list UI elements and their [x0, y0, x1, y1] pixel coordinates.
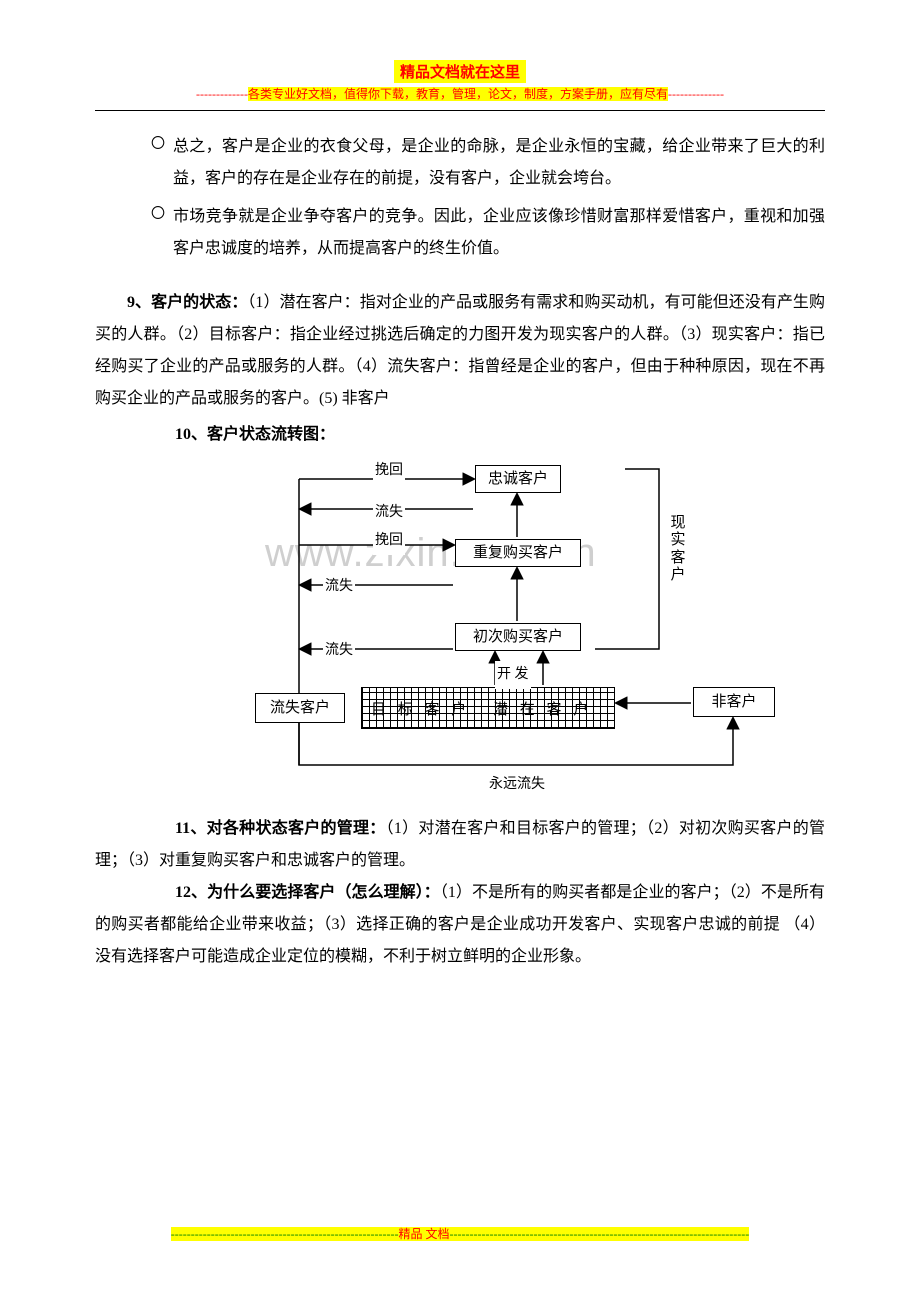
edge-develop: 开 发 [495, 661, 531, 689]
bullet-item: 〇 总之，客户是企业的衣食父母，是企业的命脉，是企业永恒的宝藏，给企业带来了巨大… [151, 131, 825, 195]
node-target: 目 标 客 户 [371, 695, 470, 725]
node-loyal: 忠诚客户 [475, 465, 561, 493]
bullet-marker: 〇 [151, 201, 173, 265]
edge-loss-2: 流失 [323, 573, 355, 601]
node-first: 初次购买客户 [455, 623, 581, 651]
header-banner: 精品文档就在这里 -------------各类专业好文档，值得你下载，教育，管… [95, 60, 825, 102]
header-rule [95, 110, 825, 111]
section-10-title: 10、客户状态流转图： [95, 419, 825, 451]
edge-loss-3: 流失 [323, 637, 355, 665]
bullet-marker: 〇 [151, 131, 173, 195]
node-potential: 潜 在 客 户 [493, 695, 592, 725]
section-11: 11、对各种状态客户的管理：（1）对潜在客户和目标客户的管理；（2）对初次购买客… [95, 813, 825, 877]
footer: ----------------------------------------… [95, 1225, 825, 1242]
edge-recover-2: 挽回 [373, 527, 405, 555]
customer-state-flowchart: www.zixin.com.cn [255, 465, 815, 795]
document-page: 精品文档就在这里 -------------各类专业好文档，值得你下载，教育，管… [0, 0, 920, 1302]
node-non: 非客户 [693, 687, 775, 717]
bullet-item: 〇 市场竞争就是企业争夺客户的竞争。因此，企业应该像珍惜财富那样爱惜客户，重视和… [151, 201, 825, 265]
node-lost: 流失客户 [255, 693, 345, 723]
bullet-text: 市场竞争就是企业争夺客户的竞争。因此，企业应该像珍惜财富那样爱惜客户，重视和加强… [173, 201, 825, 265]
edge-loss-1: 流失 [373, 499, 405, 527]
banner-title: 精品文档就在这里 [394, 60, 526, 83]
real-customer-label: 现实客户 [669, 515, 687, 584]
content-area: 〇 总之，客户是企业的衣食父母，是企业的命脉，是企业永恒的宝藏，给企业带来了巨大… [95, 131, 825, 973]
banner-subtitle: -------------各类专业好文档，值得你下载，教育，管理，论文，制度，方… [95, 85, 825, 102]
section-9: 9、客户的状态：（1）潜在客户：指对企业的产品或服务有需求和购买动机，有可能但还… [95, 287, 825, 415]
section-12: 12、为什么要选择客户（怎么理解）：（1）不是所有的购买者都是企业的客户；（2）… [95, 877, 825, 973]
edge-recover-1: 挽回 [373, 457, 405, 485]
bullet-text: 总之，客户是企业的衣食父母，是企业的命脉，是企业永恒的宝藏，给企业带来了巨大的利… [173, 131, 825, 195]
node-repeat: 重复购买客户 [455, 539, 581, 567]
edge-forever-lost: 永远流失 [487, 771, 547, 799]
